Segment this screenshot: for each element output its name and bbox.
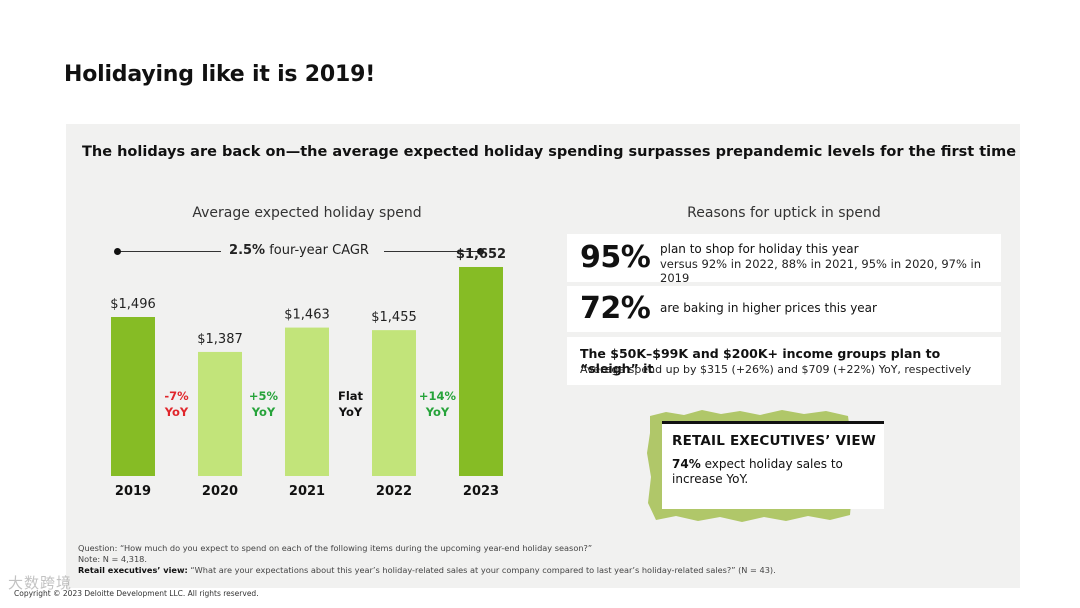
watermark: 大数跨境 <box>8 574 73 592</box>
cagr-dot-left <box>114 248 121 255</box>
delta-yoy-3: YoY <box>338 405 363 419</box>
delta-label-3: Flat <box>338 389 364 403</box>
value-label-2021: $1,463 <box>284 308 330 323</box>
exec-view-text: expect holiday sales to increase YoY. <box>672 457 843 486</box>
delta-label-1: -7% <box>164 389 189 403</box>
reason-1-text: plan to shop for holiday this year <box>660 242 859 256</box>
exec-view-title: RETAIL EXECUTIVES’ VIEW <box>672 433 876 449</box>
exec-view-stat: 74% <box>672 457 701 471</box>
bar-2020 <box>198 351 242 476</box>
reason-2-stat: 72% <box>580 291 651 326</box>
year-label-2022: 2022 <box>376 484 412 499</box>
cagr-dot-right <box>477 248 484 255</box>
reason-1-stat: 95% <box>580 240 651 275</box>
footnotes: Question: “How much do you expect to spe… <box>78 543 776 576</box>
delta-yoy-4: YoY <box>425 405 450 419</box>
reason-card-3: The $50K–$99K and $200K+ income groups p… <box>567 337 1001 385</box>
year-label-2023: 2023 <box>463 484 499 499</box>
year-label-2019: 2019 <box>115 484 151 499</box>
delta-label-4: +14% <box>419 389 457 403</box>
bar-2022 <box>372 330 416 476</box>
reason-3-headline: The $50K–$99K and $200K+ income groups p… <box>580 346 941 376</box>
footnote-note: Note: N = 4,318. <box>78 554 147 564</box>
bar-2019 <box>111 317 155 476</box>
panel-subtitle: The holidays are back on—the average exp… <box>82 144 1017 160</box>
reason-1-sub: versus 92% in 2022, 88% in 2021, 95% in … <box>660 257 982 285</box>
delta-yoy-1: YoY <box>164 405 189 419</box>
year-label-2021: 2021 <box>289 484 325 499</box>
value-label-2019: $1,496 <box>110 297 156 312</box>
value-label-2020: $1,387 <box>197 332 243 347</box>
reasons-title: Reasons for uptick in spend <box>687 205 881 221</box>
value-label-2022: $1,455 <box>371 310 417 325</box>
footnote-exec-text: “What are your expectations about this y… <box>190 565 776 575</box>
value-label-2023: $1,652 <box>456 247 506 262</box>
chart-title: Average expected holiday spend <box>192 205 422 221</box>
reason-card-1: 95% plan to shop for holiday this year v… <box>567 234 1001 285</box>
copyright: Copyright © 2023 Deloitte Development LL… <box>14 589 259 598</box>
reason-card-2: 72% are baking in higher prices this yea… <box>567 286 1001 332</box>
cagr-line-left <box>118 251 228 252</box>
cagr-line-right <box>384 251 480 252</box>
cagr-value: 2.5% <box>229 243 266 258</box>
footnote-question: Question: “How much do you expect to spe… <box>78 543 593 553</box>
cagr-label: 2.5% four-year CAGR <box>114 243 484 258</box>
footnote-exec-label: Retail executives’ view: <box>78 565 188 575</box>
year-label-2020: 2020 <box>202 484 238 499</box>
delta-yoy-2: YoY <box>251 405 276 419</box>
reason-3-detail: Average spend up by $315 (+26%) and $709… <box>580 363 972 376</box>
bar-2021 <box>285 327 329 476</box>
retail-executives-box: RETAIL EXECUTIVES’ VIEW 74% expect holid… <box>662 421 884 509</box>
bar-2023 <box>459 266 503 476</box>
reason-2-text: are baking in higher prices this year <box>660 301 877 315</box>
delta-label-2: +5% <box>249 389 279 403</box>
exec-view-body: 74% expect holiday sales to increase YoY… <box>672 457 862 487</box>
page-title: Holidaying like it is 2019! <box>64 62 376 87</box>
cagr-indicator: 2.5% four-year CAGR <box>114 243 484 261</box>
cagr-text: four-year CAGR <box>269 243 369 258</box>
footnote-exec: Retail executives’ view: “What are your … <box>78 565 776 576</box>
